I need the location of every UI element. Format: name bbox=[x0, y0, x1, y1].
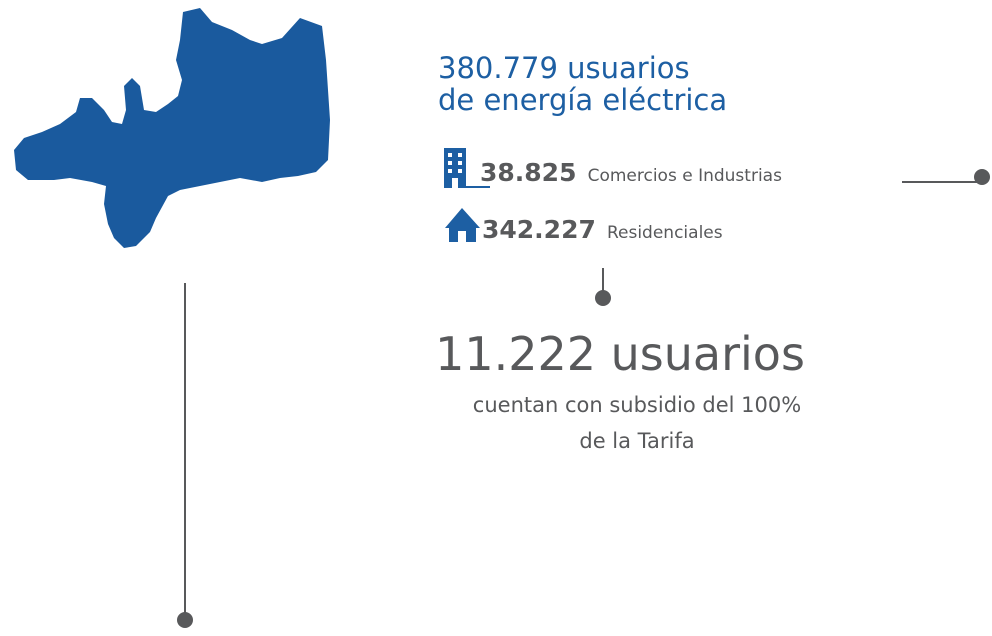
connector-dot bbox=[595, 290, 611, 306]
building-icon bbox=[444, 148, 490, 188]
house-icon bbox=[445, 208, 480, 242]
item: 342.227 Residenciales bbox=[482, 215, 723, 244]
connector-dot bbox=[177, 612, 193, 628]
headline: de energía eléctrica bbox=[438, 83, 727, 117]
headline: 380.779 usuarios bbox=[438, 51, 690, 85]
subsidy-text: de la Tarifa bbox=[579, 429, 694, 453]
item: 38.825 Comercios e Industrias bbox=[480, 158, 782, 187]
item-label: Residenciales bbox=[607, 223, 723, 243]
subsidy-text: cuentan con subsidio del 100% bbox=[473, 393, 801, 417]
item-value: 38.825 bbox=[480, 158, 576, 187]
item-label: Comercios e Industrias bbox=[588, 166, 783, 186]
region-map bbox=[14, 8, 330, 248]
connector-dot bbox=[974, 169, 990, 185]
subsidy-title: 11.222 usuarios bbox=[435, 327, 805, 381]
item-value: 342.227 bbox=[482, 215, 596, 244]
